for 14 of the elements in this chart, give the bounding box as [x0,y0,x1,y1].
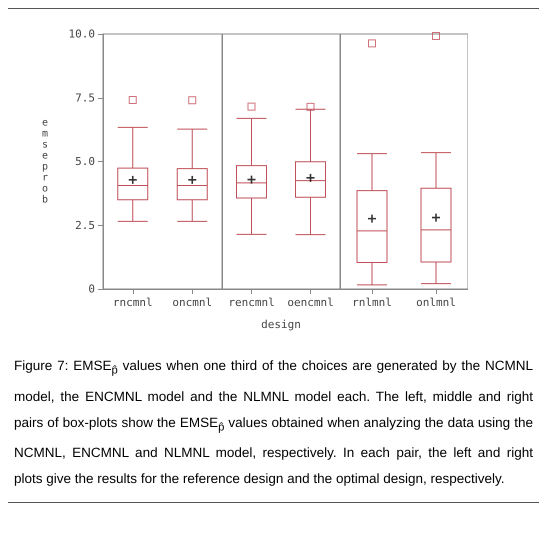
y-tick-label: 0 [88,282,95,296]
x-tick-label: oncmnl [172,296,212,309]
text: Figure 7: EMSE$_{p̂}$ values when one third of the choices are generated by the NCMNL model, the ENCMNL model and the NLMNL model each. The left, middle and right pairs of box-plots show the EMSE$_{p̂}$ values obtained when analyzing the data using the NCMNL, ENCMNL and NLMNL model, respectively. In each pair, the left and right plots give the results for the reference design and the optimal design, respectively. [14,358,534,486]
y-tick-label: 2.5 [75,218,95,232]
y-axis-title: emseprob [42,118,48,206]
y-tick-label: 10.0 [68,28,95,40]
x-tick-label: oencmnl [287,296,334,309]
x-tick-label: onlmnl [416,296,456,309]
x-tick-label: rencmnl [228,296,275,309]
x-tick-label: rnlmnl [352,296,392,309]
y-tick-label: 5.0 [75,155,95,168]
x-tick-label: rncmnl [112,296,153,309]
y-tick-label: 7.5 [75,91,95,104]
x-axis-title: design [261,318,301,331]
